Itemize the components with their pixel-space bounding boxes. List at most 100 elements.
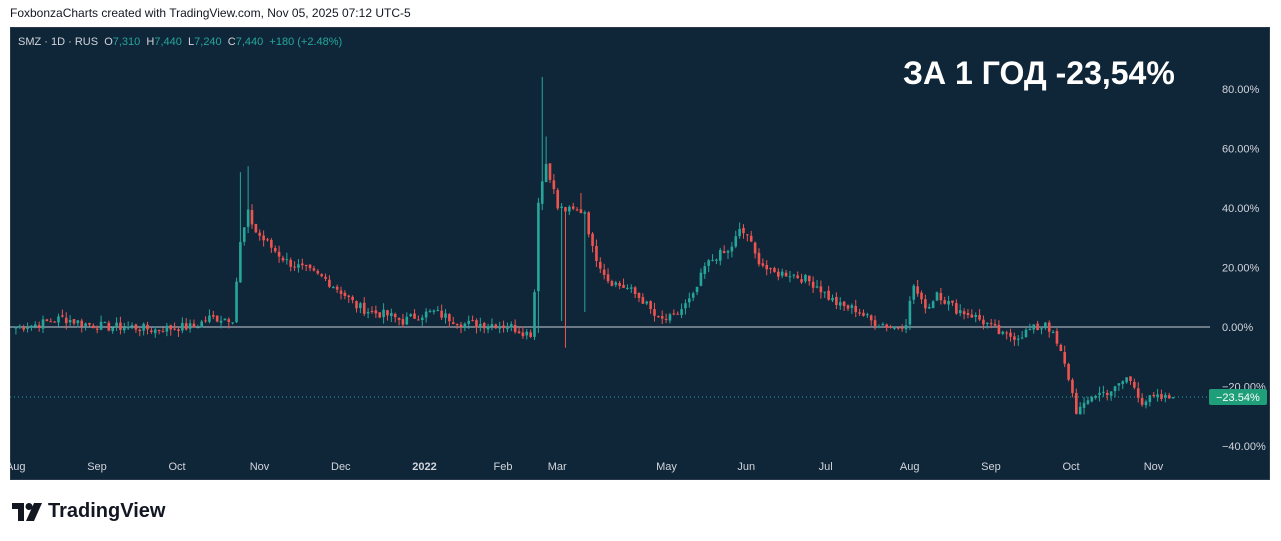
candle-body — [513, 324, 517, 332]
candle-body — [1071, 379, 1074, 394]
candle-body — [595, 245, 598, 261]
candle-body — [568, 206, 571, 212]
candle-body — [676, 313, 680, 315]
candle-body — [177, 329, 180, 331]
x-axis-tick-label: Oct — [1062, 461, 1079, 473]
candle-body — [1024, 329, 1028, 338]
candle-body — [1098, 392, 1101, 395]
candle-body — [521, 332, 525, 337]
price-chart[interactable]: 80.00%60.00%40.00%20.00%0.00%−20.00%−40.… — [10, 27, 1270, 480]
x-axis-tick-label: Aug — [900, 461, 920, 473]
candle-body — [95, 328, 99, 330]
candle-body — [494, 324, 498, 329]
candle-body — [966, 313, 970, 316]
chart-attribution: FoxbonzaCharts created with TradingView.… — [10, 6, 411, 20]
candle-body — [811, 281, 815, 288]
candle-body — [312, 268, 316, 271]
candle-body — [846, 305, 850, 309]
candle-body — [641, 297, 645, 304]
candle-body — [157, 329, 161, 332]
candle-body — [962, 311, 966, 315]
candle-body — [695, 286, 699, 293]
candle-body — [927, 307, 931, 309]
candle-body — [1082, 402, 1086, 408]
candle-body — [1055, 331, 1059, 344]
candle-body — [76, 320, 80, 324]
candle-body — [1059, 344, 1063, 351]
candle-body — [467, 320, 471, 324]
candle-body — [889, 326, 892, 328]
candle-body — [1148, 395, 1152, 403]
y-axis-tick-label: 40.00% — [1222, 203, 1260, 215]
candle-body — [850, 305, 854, 308]
candle-body — [440, 310, 443, 318]
y-axis-tick-label: 20.00% — [1222, 262, 1260, 274]
tradingview-logo[interactable]: TradingView — [12, 500, 165, 523]
candle-body — [266, 239, 269, 241]
chart-annotation: ЗА 1 ГОД -23,54% — [903, 55, 1175, 91]
low-value: 7,240 — [194, 36, 222, 48]
candle-body — [1040, 328, 1043, 330]
candle-body — [107, 322, 111, 331]
candle-body — [393, 313, 397, 318]
candle-body — [552, 180, 556, 190]
candle-body — [417, 319, 420, 321]
candle-body — [30, 325, 33, 328]
candle-body — [1075, 392, 1078, 414]
candle-body — [169, 325, 173, 330]
candle-body — [22, 326, 25, 330]
candle-body — [1086, 400, 1090, 404]
x-axis-tick-label: Nov — [1144, 461, 1164, 473]
candle-body — [904, 325, 908, 330]
candle-body — [1005, 332, 1008, 334]
candle-body — [479, 324, 482, 328]
candle-body — [254, 223, 258, 233]
candle-body — [610, 281, 614, 286]
candle-body — [134, 324, 138, 330]
candle-body — [877, 326, 881, 328]
candle-body — [41, 319, 45, 329]
high-label: H — [146, 36, 155, 48]
candle-body — [444, 313, 447, 318]
candle-body — [324, 276, 327, 279]
candle-body — [451, 322, 455, 324]
candle-body — [796, 275, 799, 279]
chart-pane[interactable] — [10, 27, 1270, 480]
candle-body — [301, 263, 304, 266]
symbol-name[interactable]: SMZ · 1D · RUS — [18, 36, 99, 48]
x-axis-tick-label: Dec — [331, 461, 351, 473]
candle-body — [448, 314, 451, 322]
x-axis-tick-label: Aug — [10, 461, 26, 473]
candle-body — [1102, 391, 1105, 393]
candle-body — [672, 313, 676, 315]
candle-body — [517, 331, 521, 334]
candle-body — [684, 303, 687, 309]
candle-body — [978, 314, 981, 320]
candle-body — [223, 318, 227, 321]
candle-body — [599, 261, 602, 269]
candle-body — [88, 322, 91, 325]
last-price-badge-label: −23.54% — [1216, 392, 1260, 404]
candle-body — [115, 322, 118, 328]
x-axis-tick-label: Sep — [981, 461, 1001, 473]
candle-body — [413, 313, 416, 319]
candle-body — [873, 320, 877, 326]
candle-body — [1164, 394, 1167, 398]
candle-body — [219, 320, 223, 323]
candle-body — [1020, 337, 1024, 339]
candle-body — [993, 324, 997, 326]
candle-body — [761, 263, 765, 266]
candle-body — [544, 164, 548, 183]
candle-body — [645, 301, 649, 304]
candle-body — [537, 202, 540, 292]
candle-body — [386, 310, 389, 316]
candle-body — [374, 310, 378, 314]
candle-body — [1063, 352, 1067, 364]
candle-body — [459, 324, 463, 328]
candle-body — [347, 295, 351, 297]
candle-body — [204, 320, 207, 322]
candle-body — [823, 291, 827, 293]
candle-body — [111, 327, 114, 331]
candle-body — [718, 250, 722, 261]
candle-body — [212, 315, 215, 317]
